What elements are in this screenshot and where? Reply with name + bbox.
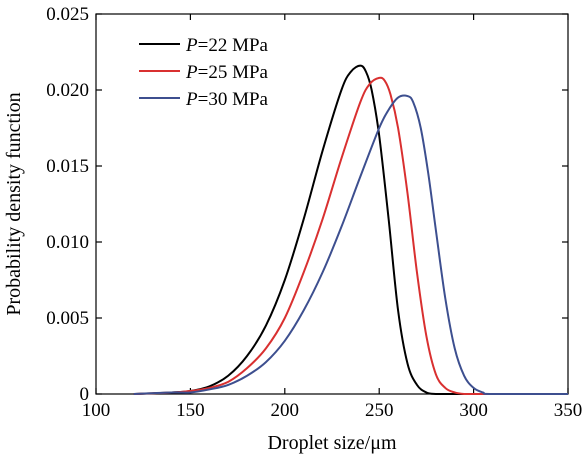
legend-variable: P [185, 35, 198, 56]
series-line-2 [133, 76, 568, 396]
y-tick-label: 0.005 [46, 308, 89, 329]
x-tick-label: 300 [459, 400, 488, 421]
axis-ticks: 100 150 200 250 300 350 0 0.005 0.010 0.015 0.020 0… [46, 4, 582, 421]
y-tick-label: 0.015 [46, 156, 89, 177]
legend-value: =25 MPa [198, 62, 269, 83]
legend-value: =30 MPa [198, 89, 269, 110]
x-tick-label: 200 [271, 400, 300, 421]
legend-label-1: P=22 MPa [185, 35, 269, 56]
x-tick-label: 350 [554, 400, 583, 421]
x-axis-title: Droplet size/μm [267, 432, 396, 454]
series-line-3 [133, 94, 568, 396]
y-tick-label: 0.025 [46, 4, 89, 25]
legend-value: =22 MPa [198, 35, 269, 56]
x-tick-label: 250 [365, 400, 394, 421]
legend-variable: P [185, 62, 198, 83]
y-tick-label: 0.020 [46, 80, 89, 101]
y-axis-title: Probability density function [3, 92, 25, 315]
legend-label-3: P=30 MPa [185, 89, 269, 110]
plot-frame [95, 13, 569, 395]
y-tick-label: 0.010 [46, 232, 89, 253]
legend-variable: P [185, 89, 198, 110]
y-tick-label: 0 [80, 384, 90, 405]
x-tick-label: 150 [176, 400, 205, 421]
series-line-1 [133, 64, 568, 395]
x-tick-label: 100 [82, 400, 111, 421]
legend-label-2: P=25 MPa [185, 62, 269, 83]
series-lines [133, 64, 568, 396]
